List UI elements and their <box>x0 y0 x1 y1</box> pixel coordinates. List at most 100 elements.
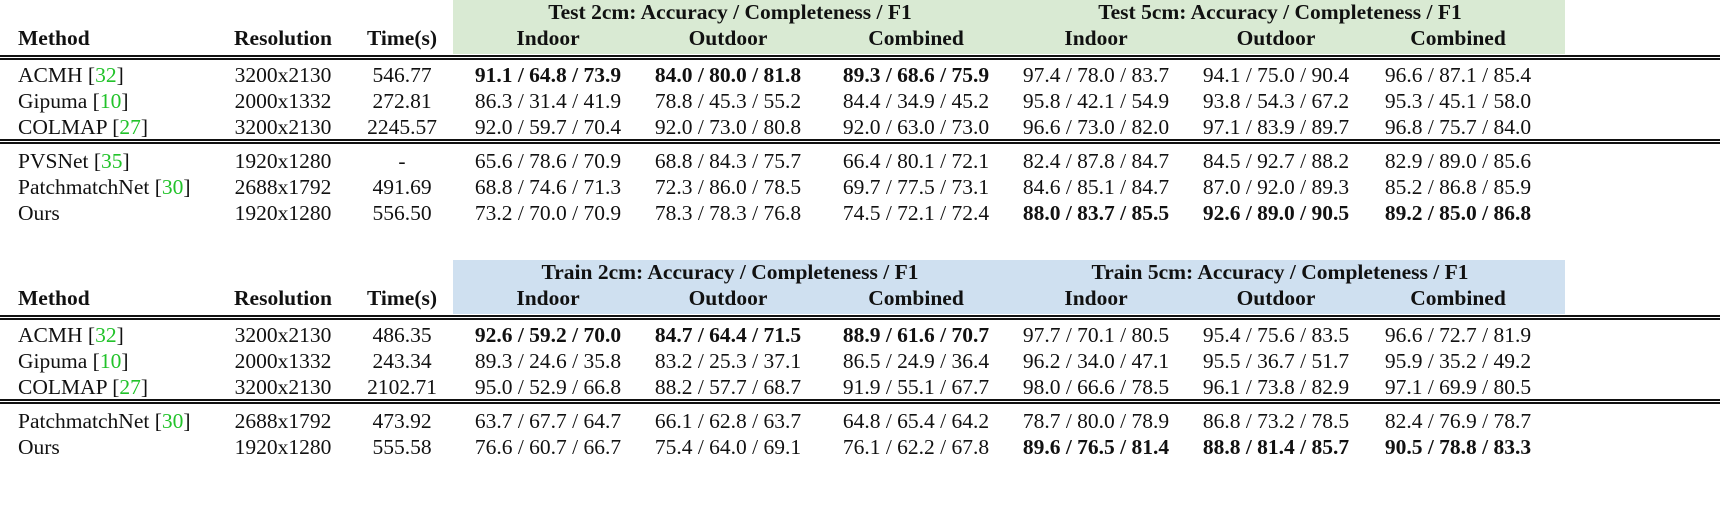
resolution-cell: 1920x1280 <box>234 149 332 173</box>
column-header-outdoor: Outdoor <box>1236 286 1316 310</box>
citation-link[interactable]: 27 <box>119 115 141 139</box>
method-name: ACMH [32] <box>18 63 124 87</box>
metric-cell: 88.8 / 81.4 / 85.7 <box>1202 435 1350 459</box>
citation-link[interactable]: 30 <box>161 409 184 433</box>
metric-cell: 92.6 / 89.0 / 90.5 <box>1202 201 1350 225</box>
citation-link[interactable]: 32 <box>95 323 117 347</box>
block-separator <box>0 139 1720 141</box>
metric-cell: 68.8 / 84.3 / 75.7 <box>654 149 802 173</box>
method-label: Ours <box>18 201 60 225</box>
metric-cell: 76.1 / 62.2 / 67.8 <box>842 435 990 459</box>
group-header-5cm: Test 5cm: Accuracy / Completeness / F1 <box>1098 0 1462 24</box>
metric-cell: 66.4 / 80.1 / 72.1 <box>842 149 990 173</box>
time-cell: 473.92 <box>372 409 432 433</box>
metric-cell: 68.8 / 74.6 / 71.3 <box>474 175 622 199</box>
metric-cell: 75.4 / 64.0 / 69.1 <box>654 435 802 459</box>
column-header-method: Method <box>18 286 90 310</box>
metric-cell: 97.1 / 83.9 / 89.7 <box>1202 115 1350 139</box>
metric-cell: 86.5 / 24.9 / 36.4 <box>842 349 990 373</box>
metric-cell: 88.2 / 57.7 / 68.7 <box>654 375 802 399</box>
citation-link[interactable]: 30 <box>161 175 184 199</box>
column-header-resolution: Resolution <box>234 286 332 310</box>
header-rule-bottom <box>0 318 1720 320</box>
metric-cell: 92.0 / 73.0 / 80.8 <box>654 115 802 139</box>
metric-cell: 92.0 / 63.0 / 73.0 <box>842 115 990 139</box>
time-cell: 2245.57 <box>367 115 437 139</box>
method-label: Gipuma <box>18 89 88 113</box>
citation-link[interactable]: 10 <box>99 89 122 113</box>
method-label: PatchmatchNet <box>18 409 150 433</box>
metric-cell: 89.6 / 76.5 / 81.4 <box>1022 435 1170 459</box>
header-band <box>453 0 1565 54</box>
metric-cell: 93.8 / 54.3 / 67.2 <box>1202 89 1350 113</box>
column-header-indoor: Indoor <box>516 26 580 50</box>
metric-cell: 69.7 / 77.5 / 73.1 <box>842 175 990 199</box>
metric-cell: 83.2 / 25.3 / 37.1 <box>654 349 802 373</box>
time-cell: 546.77 <box>372 63 432 87</box>
method-name: PatchmatchNet [30] <box>18 175 191 199</box>
metric-cell: 88.9 / 61.6 / 70.7 <box>842 323 990 347</box>
method-label: PVSNet <box>18 149 89 173</box>
column-header-outdoor: Outdoor <box>688 26 768 50</box>
column-header-time: Time(s) <box>366 26 438 50</box>
metric-cell: 86.3 / 31.4 / 41.9 <box>474 89 622 113</box>
metric-cell: 82.4 / 76.9 / 78.7 <box>1384 409 1532 433</box>
block-separator <box>0 399 1720 401</box>
method-name: Gipuma [10] <box>18 89 129 113</box>
column-header-combined: Combined <box>868 26 964 50</box>
header-rule-top <box>0 55 1720 57</box>
method-name: ACMH [32] <box>18 323 124 347</box>
method-name: PatchmatchNet [30] <box>18 409 191 433</box>
method-name: PVSNet [35] <box>18 149 130 173</box>
column-header-indoor: Indoor <box>1064 286 1128 310</box>
column-header-combined: Combined <box>1410 26 1506 50</box>
header-band <box>453 260 1565 314</box>
metric-cell: 84.7 / 64.4 / 71.5 <box>654 323 802 347</box>
block-separator <box>0 402 1720 404</box>
metric-cell: 96.1 / 73.8 / 82.9 <box>1202 375 1350 399</box>
metric-cell: 82.4 / 87.8 / 84.7 <box>1022 149 1170 173</box>
method-label: COLMAP <box>18 115 107 139</box>
metric-cell: 73.2 / 70.0 / 70.9 <box>474 201 622 225</box>
metric-cell: 96.6 / 87.1 / 85.4 <box>1384 63 1532 87</box>
method-label: ACMH <box>18 323 83 347</box>
metric-cell: 84.0 / 80.0 / 81.8 <box>654 63 802 87</box>
header-rule-top <box>0 315 1720 317</box>
metric-cell: 78.3 / 78.3 / 76.8 <box>654 201 802 225</box>
column-header-combined: Combined <box>868 286 964 310</box>
method-label: ACMH <box>18 63 83 87</box>
metric-cell: 95.5 / 36.7 / 51.7 <box>1202 349 1350 373</box>
resolution-cell: 1920x1280 <box>234 201 332 225</box>
metric-cell: 91.1 / 64.8 / 73.9 <box>474 63 622 87</box>
metric-cell: 66.1 / 62.8 / 63.7 <box>654 409 802 433</box>
method-label: Gipuma <box>18 349 88 373</box>
citation-link[interactable]: 35 <box>101 149 123 173</box>
time-cell: - <box>398 149 406 173</box>
resolution-cell: 2000x1332 <box>234 89 332 113</box>
metric-cell: 96.2 / 34.0 / 47.1 <box>1022 349 1170 373</box>
metric-cell: 95.3 / 45.1 / 58.0 <box>1384 89 1532 113</box>
time-cell: 555.58 <box>372 435 432 459</box>
metric-cell: 72.3 / 86.0 / 78.5 <box>654 175 802 199</box>
citation-link[interactable]: 10 <box>99 349 122 373</box>
group-header-2cm: Test 2cm: Accuracy / Completeness / F1 <box>548 0 912 24</box>
column-header-time: Time(s) <box>366 286 438 310</box>
metric-cell: 96.6 / 73.0 / 82.0 <box>1022 115 1170 139</box>
citation-link[interactable]: 32 <box>95 63 117 87</box>
resolution-cell: 1920x1280 <box>234 435 332 459</box>
method-name: Gipuma [10] <box>18 349 129 373</box>
metric-cell: 95.8 / 42.1 / 54.9 <box>1022 89 1170 113</box>
metric-cell: 78.7 / 80.0 / 78.9 <box>1022 409 1170 433</box>
citation-link[interactable]: 27 <box>119 375 141 399</box>
method-name: Ours <box>18 201 60 225</box>
metric-cell: 96.6 / 72.7 / 81.9 <box>1384 323 1532 347</box>
time-cell: 556.50 <box>372 201 432 225</box>
method-name: COLMAP [27] <box>18 115 149 139</box>
column-header-indoor: Indoor <box>516 286 580 310</box>
metric-cell: 87.0 / 92.0 / 89.3 <box>1202 175 1350 199</box>
resolution-cell: 3200x2130 <box>234 323 332 347</box>
metric-cell: 84.4 / 34.9 / 45.2 <box>842 89 990 113</box>
time-cell: 491.69 <box>372 175 432 199</box>
column-header-indoor: Indoor <box>1064 26 1128 50</box>
metric-cell: 65.6 / 78.6 / 70.9 <box>474 149 622 173</box>
